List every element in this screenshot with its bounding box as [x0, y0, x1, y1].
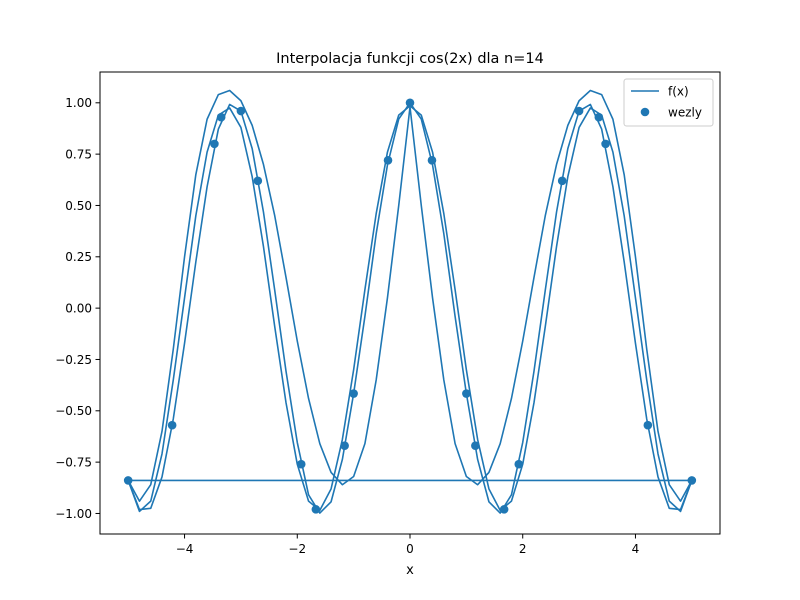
- node-point: [167, 420, 177, 430]
- x-axis-label: x: [406, 563, 414, 578]
- x-tick-label: 2: [519, 542, 527, 556]
- node-point: [643, 420, 653, 430]
- plot-area: [123, 89, 697, 514]
- x-tick-label: −4: [176, 542, 194, 556]
- node-point: [123, 476, 133, 485]
- y-tick-label: 1.00: [65, 96, 92, 110]
- node-point: [253, 176, 263, 186]
- node-point: [601, 139, 610, 149]
- legend-label: wezly: [668, 105, 702, 119]
- legend: f(x) wezly: [623, 78, 714, 127]
- y-tick-label: −0.25: [55, 353, 92, 367]
- node-point: [471, 441, 480, 451]
- node-point: [340, 441, 349, 451]
- x-tick-label: 0: [406, 542, 414, 556]
- chart-title: Interpolacja funkcji cos(2x) dla n=14: [276, 51, 544, 67]
- x-tick-label: 4: [632, 542, 640, 556]
- y-tick-label: −1.00: [55, 507, 92, 521]
- node-point: [594, 112, 604, 122]
- node-point: [349, 389, 358, 398]
- x-tick-label: −2: [288, 542, 306, 556]
- node-point: [216, 112, 226, 122]
- node-point: [236, 106, 246, 116]
- y-tick-label: 0.50: [65, 199, 92, 213]
- node-point: [311, 505, 321, 514]
- y-tick-label: −0.50: [55, 404, 92, 418]
- y-tick-label: 0.25: [65, 250, 92, 264]
- node-point: [383, 155, 393, 165]
- node-point: [499, 505, 509, 514]
- y-tick-label: 0.00: [65, 301, 92, 315]
- node-point: [462, 389, 471, 398]
- node-point: [210, 139, 219, 149]
- y-tick-label: −0.75: [55, 455, 92, 469]
- legend-label: f(x): [668, 84, 689, 98]
- node-point: [514, 459, 524, 469]
- y-tick-label: 0.75: [65, 147, 92, 161]
- node-point: [296, 459, 306, 469]
- node-point: [574, 106, 584, 116]
- node-point: [557, 176, 567, 186]
- node-point: [687, 476, 697, 485]
- axes: −4 −2 0 2 4 −1.00 −0.75 −0.50 −0.25 0.00 0.25 0.50 0…: [55, 71, 721, 556]
- node-point: [427, 155, 437, 165]
- legend-point-marker: [640, 107, 650, 117]
- node-point: [405, 98, 415, 108]
